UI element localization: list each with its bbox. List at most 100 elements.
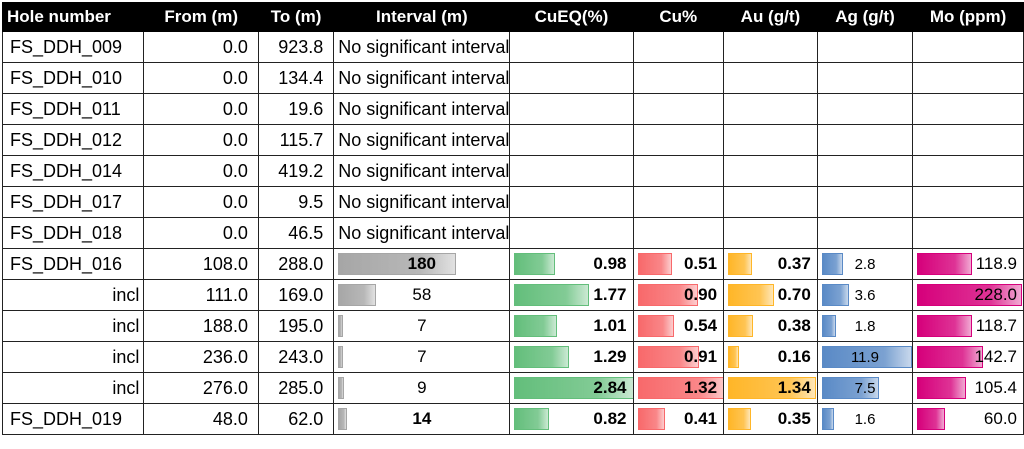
- empty-cell: [509, 62, 634, 94]
- interval-data-bar: [338, 253, 457, 275]
- interval-value: 180: [407, 254, 437, 273]
- table-row: FS_DDH_018 0.0 46.5 No significant interval: [1, 217, 1024, 249]
- cueq-value: 2.84: [593, 378, 627, 397]
- cell-ag: 2.8: [816, 248, 914, 280]
- empty-cell: [723, 31, 818, 63]
- cell-no-significant-interval: No significant interval: [333, 31, 511, 63]
- empty-cell: [816, 124, 914, 156]
- au-value: 0.16: [777, 347, 811, 366]
- ag-value: 1.6: [854, 410, 876, 428]
- ag-data-bar: [821, 408, 834, 430]
- mo-data-bar: [917, 284, 1023, 306]
- mo-data-bar: [917, 408, 946, 430]
- cueq-value: 0.82: [593, 409, 627, 428]
- empty-cell: [912, 217, 1024, 249]
- empty-cell: [632, 217, 725, 249]
- cell-no-significant-interval: No significant interval: [333, 124, 511, 156]
- mo-data-bar: [917, 315, 973, 337]
- cell-no-significant-interval: No significant interval: [333, 217, 511, 249]
- mo-value: 60.0: [983, 409, 1017, 428]
- header-to: To (m): [257, 2, 335, 32]
- table-row: FS_DDH_009 0.0 923.8 No significant interva…: [1, 31, 1024, 63]
- cell-interval: 14: [333, 403, 511, 435]
- cell-au: 1.34: [723, 372, 818, 404]
- cell-to: 419.2: [257, 155, 335, 187]
- empty-cell: [723, 62, 818, 94]
- header-row: Hole number From (m) To (m) Interval (m)…: [1, 2, 1024, 32]
- cell-from: 0.0: [143, 93, 259, 125]
- empty-cell: [723, 124, 818, 156]
- cell-cueq: 1.01: [509, 310, 634, 342]
- table-row: incl 236.0 243.0 7 1.29 0.91 0.16 11.9 142.7: [1, 341, 1024, 373]
- empty-cell: [509, 124, 634, 156]
- table-row: FS_DDH_012 0.0 115.7 No significant interva…: [1, 124, 1024, 156]
- mo-value: 142.7: [974, 347, 1017, 366]
- au-data-bar: [728, 346, 740, 368]
- cell-from: 0.0: [143, 31, 259, 63]
- interval-value: 9: [417, 378, 427, 397]
- cell-no-significant-interval: No significant interval: [333, 93, 511, 125]
- interval-value: 14: [412, 409, 432, 428]
- cell-incl-label: incl: [1, 372, 145, 404]
- interval-data-bar: [338, 377, 345, 399]
- cell-hole-number: FS_DDH_017: [1, 186, 145, 218]
- table-row: FS_DDH_011 0.0 19.6 No significant interval: [1, 93, 1024, 125]
- cell-ag: 1.6: [816, 403, 914, 435]
- empty-cell: [816, 31, 914, 63]
- mo-data-bar: [917, 253, 973, 275]
- cu-value: 1.32: [683, 378, 718, 397]
- empty-cell: [509, 217, 634, 249]
- drill-results-table: Hole number From (m) To (m) Interval (m)…: [1, 2, 1024, 435]
- ag-value: 2.8: [854, 255, 876, 273]
- cell-au: 0.35: [723, 403, 818, 435]
- header-mo: Mo (ppm): [912, 2, 1024, 32]
- mo-data-bar: [917, 346, 984, 368]
- cu-value: 0.54: [683, 316, 718, 335]
- cell-au: 0.70: [723, 279, 818, 311]
- cueq-data-bar: [514, 284, 590, 306]
- empty-cell: [816, 93, 914, 125]
- cell-interval: 7: [333, 341, 511, 373]
- cu-value: 0.91: [683, 347, 718, 366]
- cueq-data-bar: [514, 377, 632, 399]
- mo-value: 228.0: [974, 285, 1017, 304]
- cell-mo: 118.7: [912, 310, 1024, 342]
- cell-cu: 0.51: [632, 248, 725, 280]
- table-row: incl 188.0 195.0 7 1.01 0.54 0.38 1.8 118.7: [1, 310, 1024, 342]
- table-body: FS_DDH_009 0.0 923.8 No significant interva…: [1, 31, 1024, 435]
- cueq-value: 1.01: [593, 316, 627, 335]
- au-data-bar: [728, 408, 752, 430]
- empty-cell: [912, 124, 1024, 156]
- cell-to: 115.7: [257, 124, 335, 156]
- cell-to: 285.0: [257, 372, 335, 404]
- cell-from: 48.0: [143, 403, 259, 435]
- ag-data-bar: [821, 315, 836, 337]
- ag-value: 3.6: [854, 286, 876, 304]
- table-row: FS_DDH_014 0.0 419.2 No significant interva…: [1, 155, 1024, 187]
- interval-data-bar: [338, 284, 377, 306]
- au-value: 0.38: [777, 316, 811, 335]
- cell-from: 0.0: [143, 62, 259, 94]
- cueq-value: 1.29: [593, 347, 627, 366]
- cell-hole-number: FS_DDH_012: [1, 124, 145, 156]
- empty-cell: [632, 155, 725, 187]
- header-au: Au (g/t): [723, 2, 818, 32]
- cueq-data-bar: [514, 315, 558, 337]
- ag-data-bar: [821, 284, 849, 306]
- cell-from: 0.0: [143, 186, 259, 218]
- empty-cell: [912, 186, 1024, 218]
- header-from: From (m): [143, 2, 259, 32]
- cell-mo: 228.0: [912, 279, 1024, 311]
- au-data-bar: [728, 315, 754, 337]
- empty-cell: [816, 62, 914, 94]
- cu-value: 0.51: [683, 254, 718, 273]
- table-row: incl 276.0 285.0 9 2.84 1.32 1.34 7.5 105.4: [1, 372, 1024, 404]
- cell-to: 9.5: [257, 186, 335, 218]
- header-cu: Cu%: [632, 2, 725, 32]
- au-value: 1.34: [777, 378, 811, 397]
- cell-incl-label: incl: [1, 310, 145, 342]
- interval-value: 58: [412, 285, 432, 304]
- cell-cueq: 0.82: [509, 403, 634, 435]
- cell-cueq: 1.29: [509, 341, 634, 373]
- empty-cell: [632, 62, 725, 94]
